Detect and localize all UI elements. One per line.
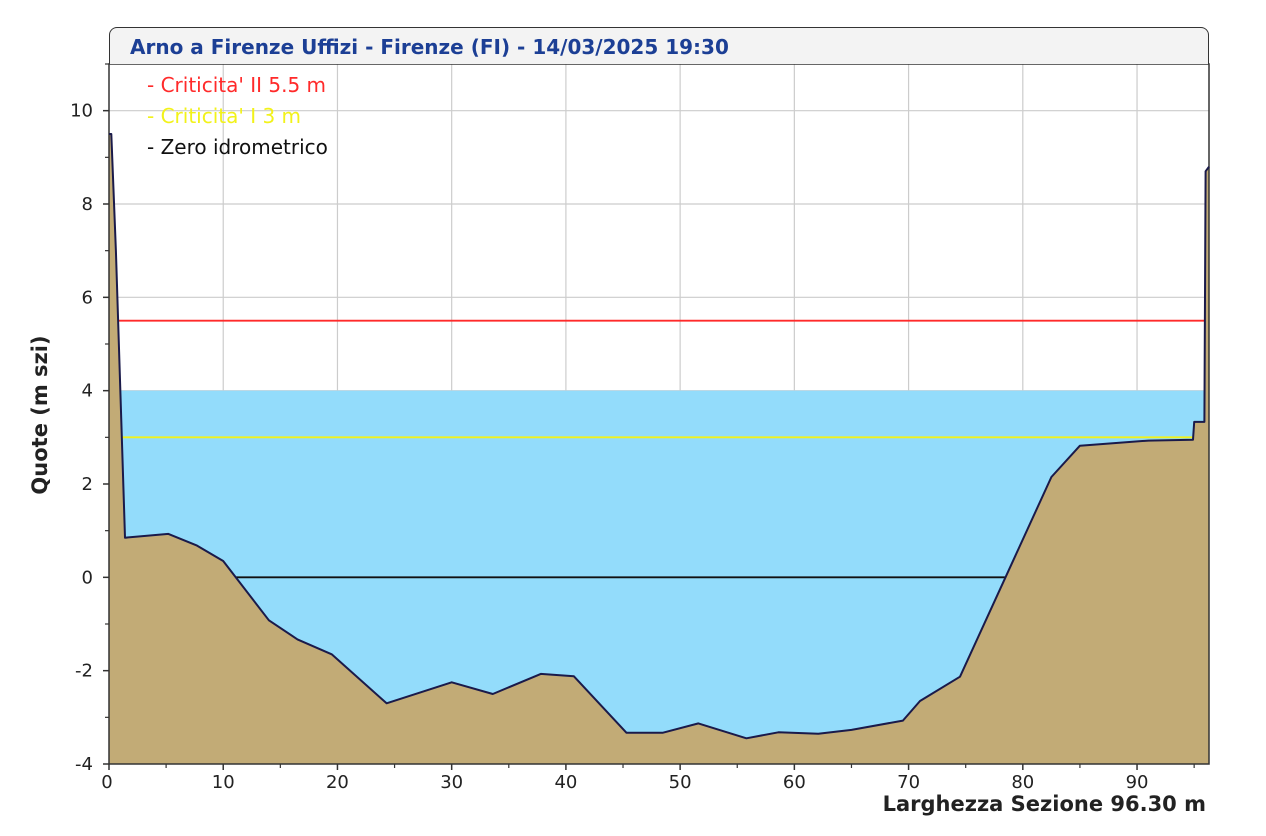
x-tick-label: 20 xyxy=(326,772,349,793)
x-tick-label: 80 xyxy=(1011,772,1034,793)
chart-title: Arno a Firenze Uffizi - Firenze (FI) - 1… xyxy=(130,35,729,59)
legend: - Criticita' II 5.5 m - Criticita' I 3 m… xyxy=(147,70,328,163)
x-tick-label: 60 xyxy=(783,772,806,793)
legend-item-criticita-2: - Criticita' II 5.5 m xyxy=(147,73,327,97)
riverbed-outline xyxy=(109,133,1210,740)
x-axis-label: Larghezza Sezione 96.30 m xyxy=(882,792,1206,816)
x-tick-label: 70 xyxy=(897,772,920,793)
y-tick-label: 10 xyxy=(70,101,93,122)
x-tick-label: 40 xyxy=(554,772,577,793)
y-tick-label: 4 xyxy=(82,381,93,402)
chart-title-bar: Arno a Firenze Uffizi - Firenze (FI) - 1… xyxy=(109,27,1209,64)
x-tick-label: 0 xyxy=(101,772,112,793)
y-tick-label: -4 xyxy=(75,754,93,775)
x-tick-label: 50 xyxy=(669,772,692,793)
axis-tick-labels: 0 10 20 30 40 50 60 70 80 90 -4 -2 0 2 4 6 8 10 xyxy=(70,101,1148,793)
legend-item-criticita-1: - Criticita' I 3 m xyxy=(147,104,302,128)
y-tick-label: -2 xyxy=(75,661,93,682)
y-tick-label: 0 xyxy=(82,567,93,588)
y-tick-label: 6 xyxy=(82,287,93,308)
y-tick-label: 8 xyxy=(82,194,93,215)
y-axis-label: Quote (m szi) xyxy=(28,335,52,495)
plot-frame xyxy=(108,63,1210,765)
y-tick-label: 2 xyxy=(82,474,93,495)
riverbed-profile xyxy=(109,134,1209,764)
x-tick-label: 10 xyxy=(212,772,235,793)
x-tick-label: 90 xyxy=(1126,772,1149,793)
x-tick-label: 30 xyxy=(440,772,463,793)
legend-item-zero-idrometrico: - Zero idrometrico xyxy=(147,135,328,159)
